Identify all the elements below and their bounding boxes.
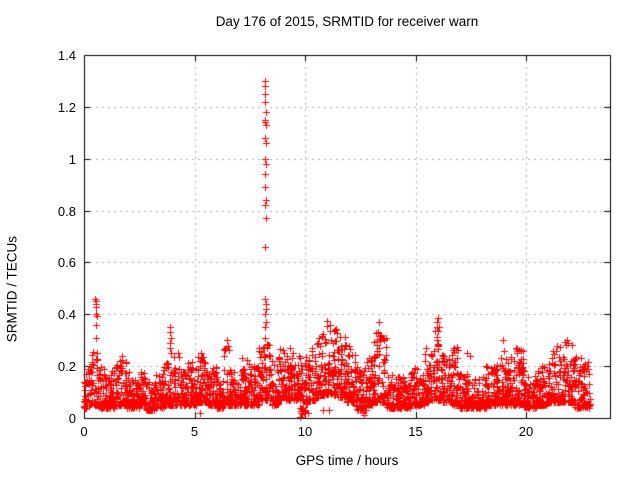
y-tick-label: 1.2 — [57, 99, 76, 115]
y-tick-label: 0.8 — [57, 203, 76, 219]
y-tick-label: 0.6 — [57, 255, 76, 271]
x-tick-label: 5 — [190, 424, 199, 439]
y-axis-label-text: SRMTID / TECUs — [4, 235, 19, 343]
y-tick-label: 1 — [68, 151, 76, 167]
y-tick-label: 1.4 — [57, 48, 76, 63]
x-tick-label: 0 — [80, 424, 88, 439]
x-tick-label: 20 — [518, 424, 534, 439]
y-tick-label: 0 — [68, 411, 76, 426]
x-tick-label: 10 — [297, 424, 313, 439]
x-axis-label: GPS time / hours — [295, 453, 399, 468]
chart-title: Day 176 of 2015, SRMTID for receiver war… — [215, 14, 479, 29]
y-tick-label: 0.2 — [57, 359, 76, 375]
x-tick-label: 15 — [408, 424, 423, 439]
y-tick-label: 0.4 — [57, 307, 76, 323]
